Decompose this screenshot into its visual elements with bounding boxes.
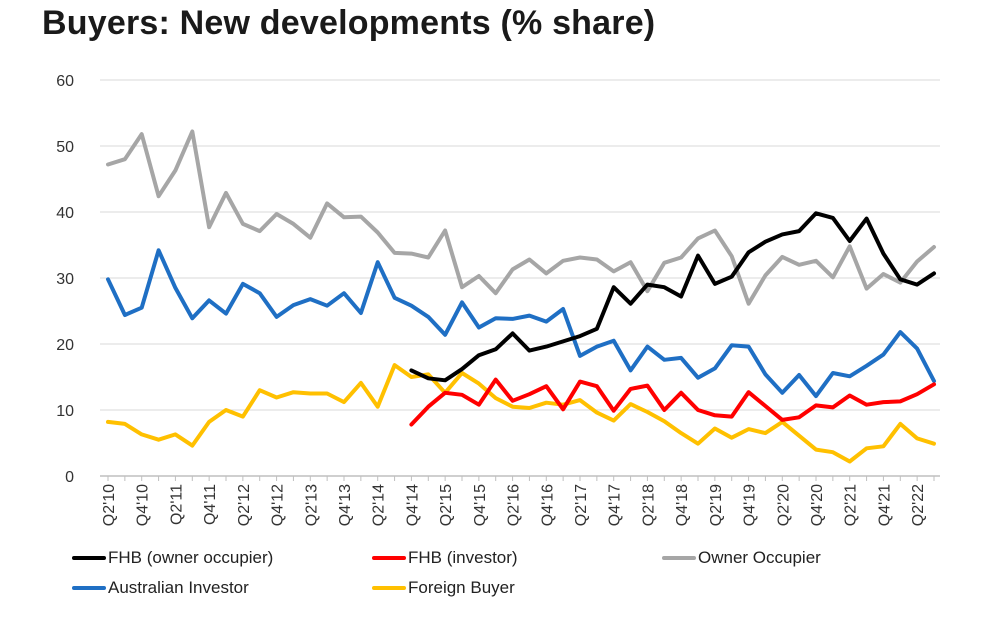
- legend-swatch: [662, 556, 696, 560]
- y-tick-label: 30: [56, 271, 74, 288]
- legend-swatch: [372, 556, 406, 560]
- y-tick-label: 60: [56, 73, 74, 90]
- legend-item-fhb-owner-occupier: FHB (owner occupier): [72, 548, 273, 568]
- x-tick-label: Q4'16: [539, 484, 556, 526]
- x-tick-label: Q4'11: [202, 484, 219, 525]
- x-tick-label: Q2'16: [506, 484, 523, 526]
- x-tick-label: Q2'13: [303, 484, 320, 526]
- y-tick-label: 50: [56, 139, 74, 156]
- legend-label: FHB (owner occupier): [108, 548, 274, 567]
- x-tick-label: Q2'11: [168, 484, 185, 525]
- x-tick-label: Q4'15: [472, 484, 489, 526]
- series-line-fhb-owner-occupier: [409, 211, 936, 383]
- x-tick-label: Q4'17: [607, 484, 624, 526]
- y-axis: 0 10 20 30 40 50 60: [56, 73, 74, 486]
- y-tick-label: 10: [56, 403, 74, 420]
- x-tick-label: Q4'19: [742, 484, 759, 526]
- x-tick-label: Q2'19: [708, 484, 725, 526]
- x-tick-label: Q2'10: [101, 484, 118, 526]
- legend-item-foreign-buyer: Foreign Buyer: [372, 578, 515, 598]
- legend-item-owner-occupier: Owner Occupier: [662, 548, 821, 568]
- legend-label: FHB (investor): [408, 548, 518, 567]
- series-line-foreign-buyer: [106, 363, 936, 464]
- x-tick-label: Q4'13: [337, 484, 354, 526]
- x-tick-label: Q4'12: [270, 484, 287, 526]
- x-axis: Q2'10 Q4'10 Q2'11 Q4'11 Q2'12 Q4'12 Q2'13 Q4'13…: [100, 475, 940, 526]
- x-tick-label: Q2'20: [775, 484, 792, 526]
- chart-title: Buyers: New developments (% share): [42, 4, 656, 42]
- gridlines: [100, 79, 940, 411]
- series-line-owner-occupier: [106, 129, 936, 306]
- x-tick-label: Q4'14: [404, 484, 421, 526]
- legend-label: Foreign Buyer: [408, 578, 515, 597]
- x-tick-label: Q2'14: [371, 484, 388, 526]
- x-tick-label: Q2'21: [843, 484, 860, 526]
- x-tick-label: Q4'10: [135, 484, 152, 526]
- legend-swatch: [72, 586, 106, 590]
- legend-item-australian-investor: Australian Investor: [72, 578, 249, 598]
- series-lines: [106, 129, 936, 464]
- series-line-australian-investor: [106, 248, 936, 399]
- x-tick-label: Q2'22: [910, 484, 927, 526]
- x-tick-label: Q2'18: [640, 484, 657, 526]
- y-tick-label: 40: [56, 205, 74, 222]
- x-tick-label: Q2'12: [236, 484, 253, 526]
- x-tick-label: Q2'17: [573, 484, 590, 526]
- x-tick-label: Q4'20: [809, 484, 826, 526]
- x-tick-label: Q2'15: [438, 484, 455, 526]
- legend-item-fhb-investor: FHB (investor): [372, 548, 518, 568]
- x-tick-label: Q4'18: [674, 484, 691, 526]
- x-tick-label: Q4'21: [876, 484, 893, 526]
- y-tick-label: 0: [65, 469, 74, 486]
- y-tick-label: 20: [56, 337, 74, 354]
- legend-label: Australian Investor: [108, 578, 249, 597]
- legend-swatch: [72, 556, 106, 560]
- series-line-fhb-investor: [409, 377, 936, 427]
- legend-swatch: [372, 586, 406, 590]
- legend-label: Owner Occupier: [698, 548, 821, 567]
